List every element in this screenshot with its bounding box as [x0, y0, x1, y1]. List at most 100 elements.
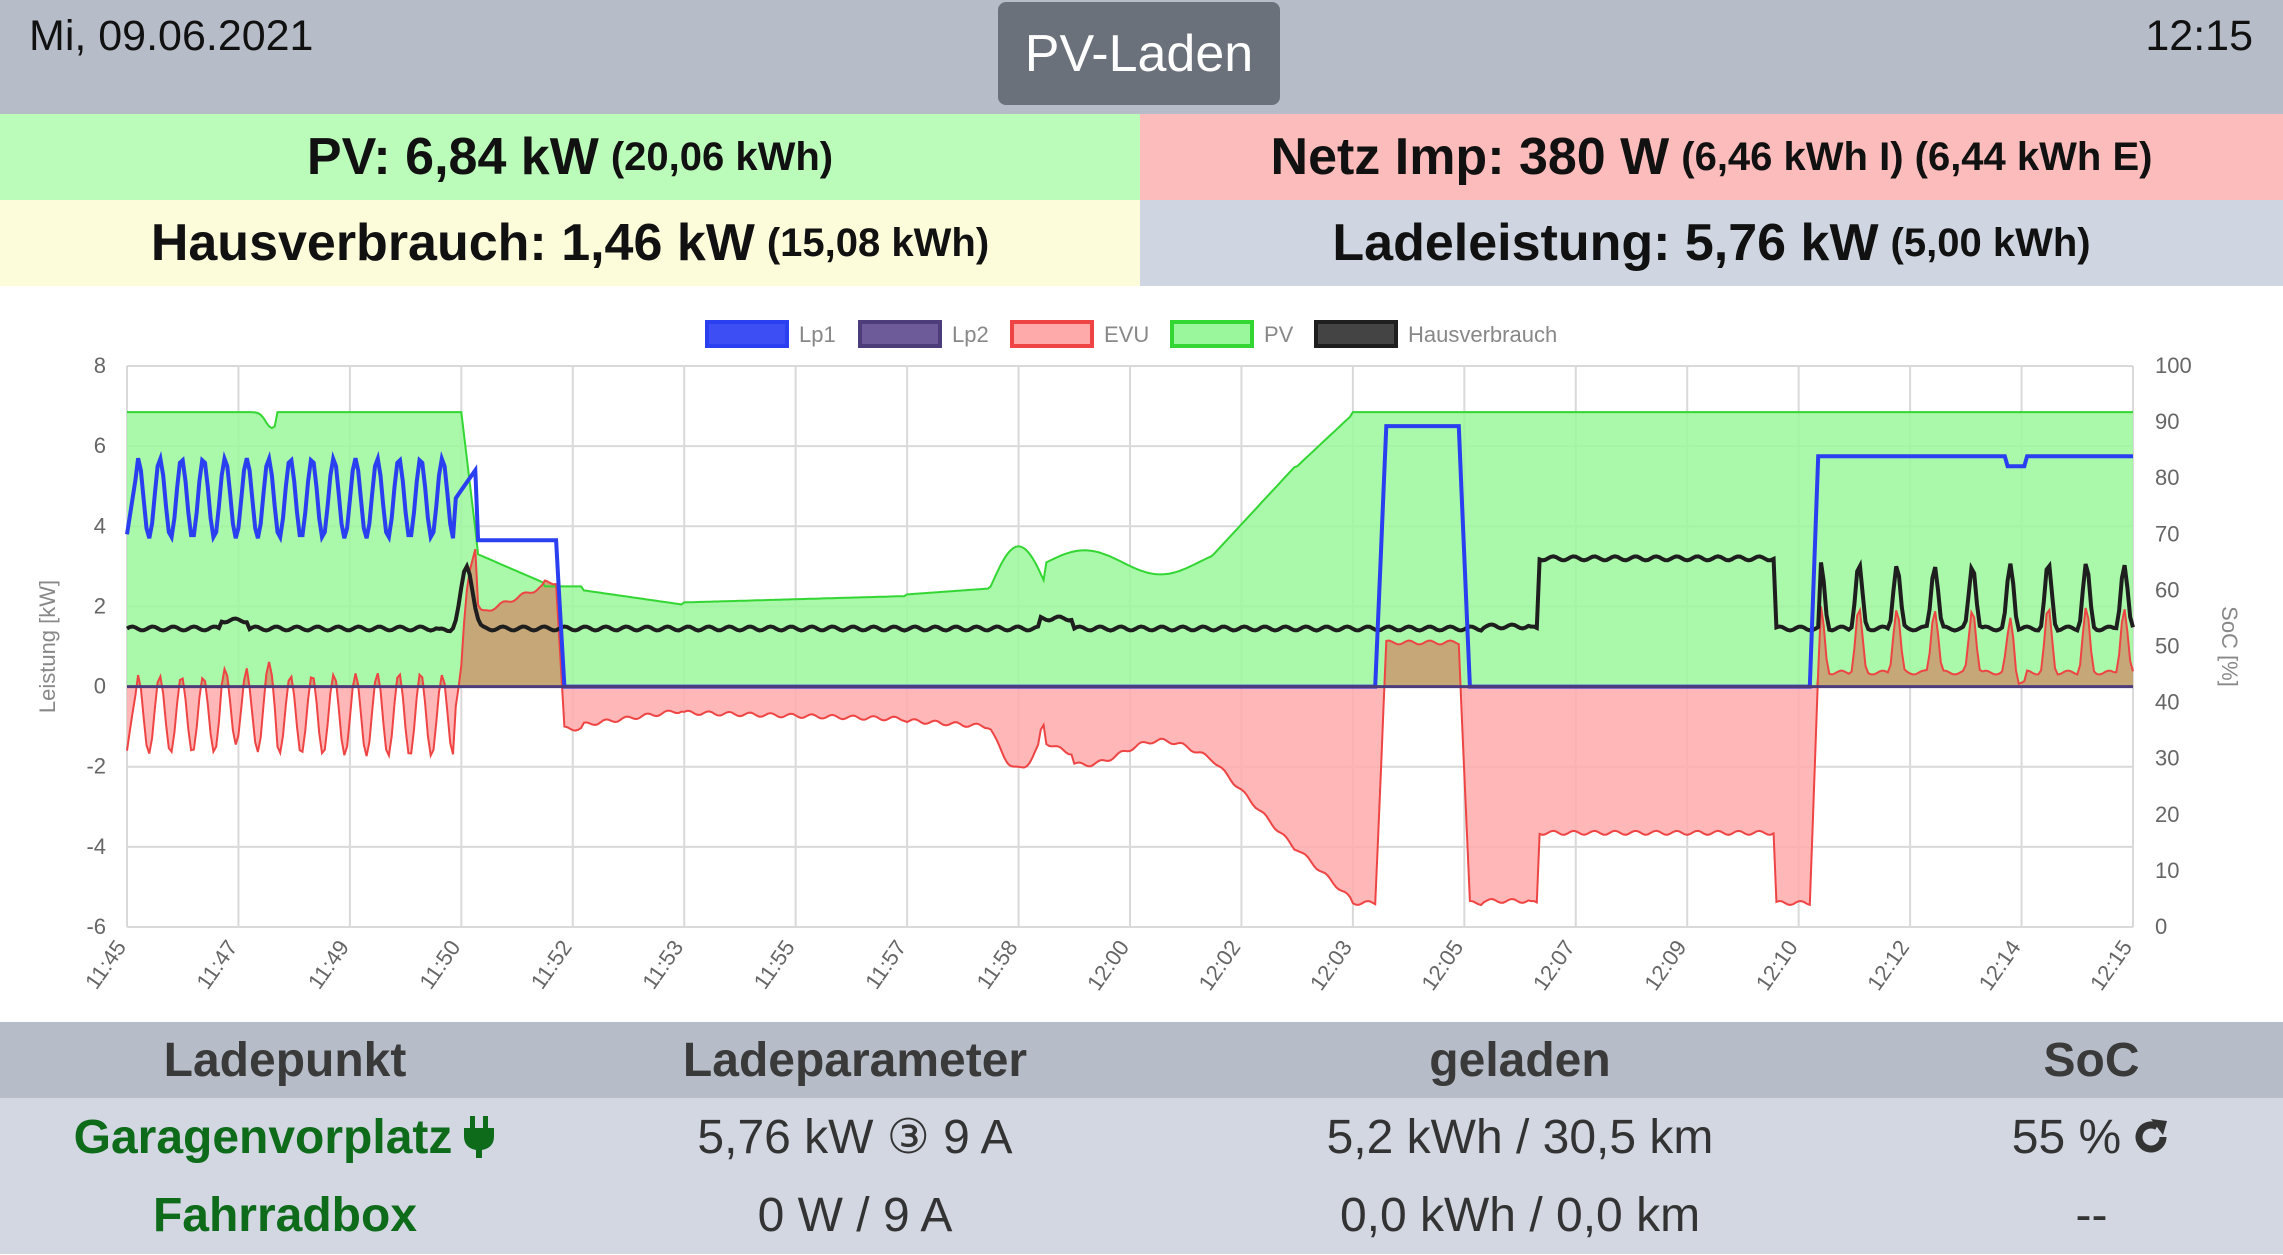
x-tick-label: 12:14 [1974, 936, 2026, 995]
x-tick-label: 11:47 [191, 936, 242, 994]
current-time: 12:15 [2145, 12, 2253, 60]
charged-amount: 5,2 kWh / 30,5 km [1326, 1110, 1714, 1164]
x-tick-label: 11:50 [414, 936, 465, 994]
x-tick-label: 11:49 [303, 936, 354, 994]
y2-tick-label: 100 [2155, 353, 2192, 378]
x-tick-label: 12:10 [1751, 936, 1803, 995]
evu-line [126, 548, 2134, 907]
y-tick-label: -2 [86, 754, 106, 779]
chargepoint-name[interactable]: Garagenvorplatz [73, 1110, 453, 1164]
legend-swatch [705, 320, 789, 348]
y2-axis-label: SoC [%] [2217, 606, 2242, 687]
charge-parameter[interactable]: 5,76 kW ③ 9 A [697, 1111, 1013, 1164]
x-tick-label: 11:53 [637, 936, 688, 994]
charge-energy: (5,00 kWh) [1890, 220, 2091, 265]
legend-swatch [1314, 320, 1398, 348]
top-bar: Mi, 09.06.2021 PV-Laden 12:15 [0, 0, 2283, 114]
house-summary: Hausverbrauch: 1,46 kW (15,08 kWh) [0, 200, 1140, 286]
grid-summary: Netz Imp: 380 W (6,46 kWh I) (6,44 kWh E… [1140, 114, 2283, 200]
legend-swatch [1170, 320, 1254, 348]
x-tick-label: 12:02 [1193, 936, 1245, 995]
legend-label: EVU [1104, 322, 1149, 347]
x-tick-label: 11:57 [860, 936, 911, 994]
y2-tick-label: 0 [2155, 914, 2167, 939]
house-energy: (15,08 kWh) [766, 220, 990, 265]
y2-tick-label: 70 [2155, 521, 2179, 546]
plug-icon [462, 1116, 496, 1158]
x-tick-label: 12:15 [2085, 936, 2137, 995]
y-tick-label: 4 [94, 513, 106, 538]
y-tick-label: 8 [94, 353, 106, 378]
y-tick-label: 0 [94, 674, 106, 699]
y2-tick-label: 20 [2155, 802, 2179, 827]
charge-summary: Ladeleistung: 5,76 kW (5,00 kWh) [1140, 200, 2283, 286]
table-row[interactable]: Garagenvorplatz 5,76 kW ③ 9 A 5,2 kWh / … [0, 1098, 2283, 1176]
header-soc: SoC [2043, 1033, 2140, 1087]
grid-power: Netz Imp: 380 W [1270, 128, 1670, 186]
legend-item-pv[interactable]: PV [1170, 320, 1294, 348]
charge-mode-button[interactable]: PV-Laden [998, 2, 1280, 105]
evu-import-area [127, 549, 2133, 687]
legend-label: Lp2 [952, 322, 989, 347]
y2-tick-label: 50 [2155, 634, 2179, 659]
house-power: Hausverbrauch: 1,46 kW [150, 214, 755, 272]
header-ladepunkt: Ladepunkt [163, 1033, 407, 1087]
x-tick-label: 11:55 [749, 936, 800, 994]
x-tick-label: 12:07 [1528, 936, 1580, 995]
table-row[interactable]: Fahrradbox 0 W / 9 A 0,0 kWh / 0,0 km -- [0, 1176, 2283, 1254]
x-tick-label: 11:58 [972, 936, 1023, 994]
chargepoint-name-cell[interactable]: Garagenvorplatz [0, 1098, 570, 1176]
y2-tick-label: 30 [2155, 746, 2179, 771]
pv-area [127, 412, 2133, 687]
chart-series-lines [125, 411, 2135, 907]
x-tick-label: 12:05 [1416, 936, 1468, 995]
soc-value: -- [2075, 1188, 2108, 1242]
header-ladeparameter: Ladeparameter [682, 1033, 1028, 1087]
hausverbrauch-line [126, 554, 2135, 634]
y2-tick-label: 60 [2155, 577, 2179, 602]
y2-tick-label: 10 [2155, 858, 2179, 883]
legend-item-hausverbrauch[interactable]: Hausverbrauch [1314, 320, 1557, 348]
charged-amount: 0,0 kWh / 0,0 km [1339, 1188, 1701, 1242]
y-tick-label: 2 [94, 593, 106, 618]
legend-label: PV [1264, 322, 1294, 347]
y-tick-label: -4 [86, 834, 106, 859]
charge-power: Ladeleistung: 5,76 kW [1332, 214, 1879, 272]
pv-power: PV: 6,84 kW [306, 128, 599, 186]
legend-item-lp1[interactable]: Lp1 [705, 320, 836, 348]
chargepoint-table-header: Ladepunkt Ladeparameter geladen SoC [0, 1022, 2283, 1098]
legend-item-evu[interactable]: EVU [1010, 320, 1149, 348]
pv-energy: (20,06 kWh) [610, 134, 834, 179]
charge-parameter[interactable]: 0 W / 9 A [757, 1188, 953, 1242]
y-tick-label: -6 [86, 914, 106, 939]
y-tick-label: 6 [94, 433, 106, 458]
x-tick-label: 11:45 [80, 936, 131, 994]
y2-tick-label: 90 [2155, 409, 2179, 434]
evu-area [127, 549, 2133, 905]
legend-swatch [1010, 320, 1094, 348]
grid-energy: (6,46 kWh I) (6,44 kWh E) [1681, 134, 2153, 179]
pv-summary: PV: 6,84 kW (20,06 kWh) [0, 114, 1140, 200]
header-geladen: geladen [1429, 1033, 1611, 1087]
y2-tick-label: 80 [2155, 465, 2179, 490]
y-axis-label: Leistung [kW] [35, 580, 60, 713]
soc-value: 55 % [2011, 1110, 2122, 1164]
chart-legend[interactable]: Lp1 Lp2 EVU PV Hausverbrauch [705, 320, 1557, 348]
current-date: Mi, 09.06.2021 [29, 12, 314, 60]
chart-series-areas [127, 412, 2133, 905]
x-tick-label: 12:09 [1639, 936, 1691, 995]
legend-label: Hausverbrauch [1408, 322, 1557, 347]
legend-swatch [858, 320, 942, 348]
x-tick-label: 12:00 [1082, 936, 1134, 995]
legend-item-lp2[interactable]: Lp2 [858, 320, 989, 348]
x-tick-label: 12:12 [1862, 936, 1914, 995]
y2-tick-label: 40 [2155, 690, 2179, 715]
pv-line [127, 411, 2133, 606]
x-tick-label: 12:03 [1305, 936, 1357, 995]
chargepoint-name[interactable]: Fahrradbox [152, 1188, 418, 1242]
legend-label: Lp1 [799, 322, 836, 347]
refresh-icon[interactable] [2131, 1117, 2171, 1157]
x-tick-label: 11:52 [526, 936, 577, 994]
soc-cell[interactable]: 55 % [1900, 1098, 2283, 1176]
